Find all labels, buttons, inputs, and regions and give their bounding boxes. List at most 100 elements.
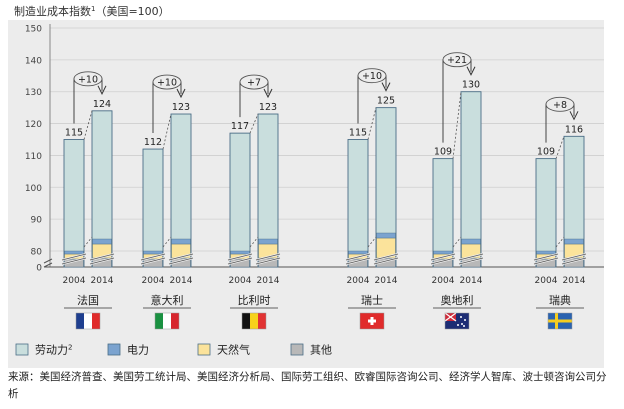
y-tick-label: 0 — [36, 264, 42, 274]
bar-electricity — [258, 238, 278, 245]
cost-index-chart: 制造业成本指数1（美国=100） 0 80 90 100 110 120 130 140 150… — [8, 4, 604, 368]
bar-electricity — [230, 250, 250, 255]
bar-break-line — [255, 253, 281, 265]
switzerland-flag-icon — [359, 312, 385, 330]
axis-break-mark — [43, 258, 53, 268]
bar-break-line — [345, 253, 371, 265]
change-arrow — [176, 88, 186, 99]
legend-swatch-labor — [15, 343, 29, 356]
change-label: +21 — [447, 55, 467, 66]
y-tick-label: 80 — [31, 248, 43, 258]
legend-label-other: 其他 — [310, 344, 332, 357]
bar-electricity — [143, 250, 163, 255]
flag-border — [547, 312, 573, 330]
legend-swatch-gas — [197, 343, 211, 356]
trend-connector — [83, 110, 93, 140]
y-tick-label: 120 — [25, 120, 42, 130]
bar-electricity — [536, 250, 556, 255]
austria-icon-as-shown-flag-icon — [444, 312, 470, 330]
trend-connector — [367, 107, 377, 140]
bar-electricity — [348, 250, 368, 255]
country-label: 奥地利 — [441, 293, 474, 307]
bar-labor — [535, 158, 557, 268]
data-label: 123 — [259, 102, 277, 113]
change-badge — [545, 96, 575, 112]
country-label: 瑞士 — [361, 293, 383, 307]
change-badge — [357, 68, 387, 84]
flag-border — [444, 312, 470, 330]
data-label: 124 — [93, 99, 111, 110]
country-label: 瑞典 — [549, 293, 571, 307]
bar-break-line — [430, 253, 456, 265]
flag-stripe — [155, 313, 163, 329]
change-label: +10 — [362, 71, 382, 82]
belgium-flag-icon — [241, 312, 267, 330]
bar-break-line — [227, 253, 253, 265]
change-arrow — [263, 88, 273, 99]
data-label: 116 — [565, 124, 583, 135]
france-flag-icon — [75, 312, 101, 330]
bar-electricity — [433, 250, 453, 255]
legend-swatch-electricity — [107, 343, 121, 356]
flag-border — [75, 312, 101, 330]
x-tick-label: 2004 — [432, 276, 455, 286]
flag-stripe — [250, 313, 258, 329]
x-tick-label: 2004 — [229, 276, 252, 286]
change-badge — [239, 74, 269, 90]
change-arrow — [97, 85, 107, 95]
country-label: 法国 — [77, 293, 99, 307]
bar-break-line — [561, 253, 587, 265]
data-label: 112 — [144, 137, 162, 148]
y-tick-label: 130 — [25, 88, 42, 98]
y-tick-label: 140 — [25, 56, 42, 66]
y-tick-label: 150 — [25, 25, 42, 35]
flag-star — [463, 325, 465, 327]
flag-stripe — [76, 313, 84, 329]
trend-connector — [162, 113, 172, 150]
italy-flag-icon — [154, 312, 180, 330]
change-label: +10 — [78, 74, 98, 85]
x-tick-label: 2004 — [142, 276, 165, 286]
bar-electricity — [171, 238, 191, 245]
flag-star — [461, 323, 463, 325]
flag-star — [460, 316, 462, 318]
bar-break-line — [458, 253, 484, 265]
x-tick-label: 2004 — [347, 276, 370, 286]
x-tick-label: 2014 — [375, 276, 398, 286]
bar-break-line — [89, 253, 115, 265]
data-label: 109 — [537, 147, 555, 158]
bar-break-line — [140, 253, 166, 265]
source-note: 来源：美国经济普查、美国劳工统计局、美国经济分析局、国际劳工组织、欧睿国际咨询公… — [8, 371, 607, 400]
bar-electricity — [64, 250, 84, 255]
flag-stripe — [84, 313, 92, 329]
bar-electricity — [564, 238, 584, 245]
x-tick-label: 2014 — [563, 276, 586, 286]
data-label: 109 — [434, 147, 452, 158]
x-tick-label: 2004 — [535, 276, 558, 286]
legend-label-labor: 劳动力2 — [35, 344, 72, 357]
country-label: 意大利 — [151, 293, 184, 307]
data-label: 125 — [377, 96, 395, 107]
trend-connector — [249, 113, 259, 134]
x-tick-label: 2014 — [460, 276, 483, 286]
legend-label-gas: 天然气 — [217, 343, 250, 357]
bar-break-line — [373, 253, 399, 265]
bar-break-line — [533, 253, 559, 265]
flag-stripe — [163, 313, 171, 329]
trend-connector — [452, 91, 462, 159]
y-tick-label: 110 — [25, 152, 42, 162]
change-label: +10 — [157, 78, 177, 89]
bar-electricity — [92, 238, 112, 245]
data-label: 130 — [462, 80, 480, 91]
flag-border — [241, 312, 267, 330]
flag-cross — [548, 319, 572, 323]
x-tick-label: 2004 — [63, 276, 86, 286]
flag-border — [359, 312, 385, 330]
bar-labor — [63, 139, 85, 268]
flag-border — [154, 312, 180, 330]
change-label: +8 — [553, 100, 567, 111]
data-label: 117 — [231, 121, 249, 132]
change-badge — [152, 74, 182, 90]
flag-stripe — [171, 313, 179, 329]
data-label: 123 — [172, 102, 190, 113]
